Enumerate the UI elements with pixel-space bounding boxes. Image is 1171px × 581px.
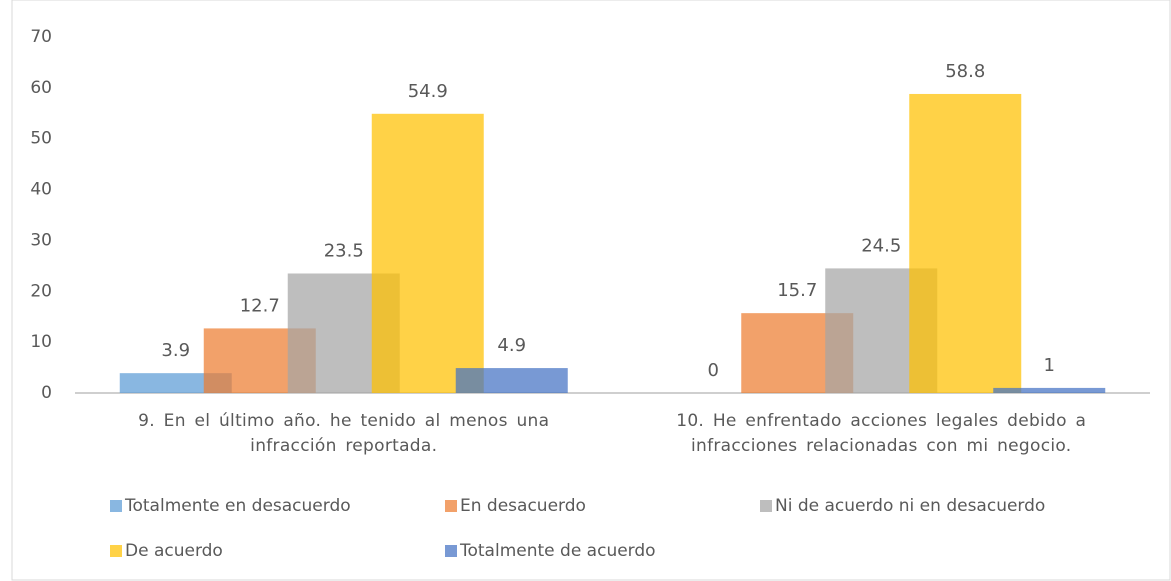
bar — [455, 368, 568, 393]
y-tick-label: 50 — [30, 129, 52, 149]
bar — [993, 387, 1106, 393]
y-tick-label: 10 — [30, 332, 52, 352]
legend-label: De acuerdo — [125, 541, 223, 561]
y-tick-label: 20 — [30, 281, 52, 301]
legend-swatch — [760, 500, 772, 512]
data-label: 0 — [708, 360, 719, 381]
y-tick-label: 0 — [41, 383, 52, 403]
data-label: 15.7 — [777, 280, 817, 301]
bar — [909, 93, 1022, 394]
data-label: 4.9 — [497, 335, 526, 356]
x-tick-label: 10. He enfrentado acciones legales debid… — [676, 411, 1087, 456]
data-label: 23.5 — [324, 240, 364, 261]
y-tick-label: 70 — [30, 27, 52, 47]
data-label: 12.7 — [240, 295, 280, 316]
data-label: 1 — [1044, 355, 1055, 376]
data-label: 58.8 — [945, 61, 985, 82]
legend-label: Ni de acuerdo ni en desacuerdo — [775, 496, 1045, 516]
x-tick-label: 9. En el último año. he tenido al menos … — [138, 411, 550, 456]
y-tick-label: 40 — [30, 180, 52, 200]
legend-label: En desacuerdo — [460, 496, 586, 516]
data-label: 54.9 — [408, 81, 448, 102]
y-tick-label: 60 — [30, 78, 52, 98]
chart-border — [11, 0, 1171, 581]
legend-label: Totalmente en desacuerdo — [124, 496, 351, 516]
legend-swatch — [445, 500, 457, 512]
legend-label: Totalmente de acuerdo — [459, 541, 656, 561]
bar — [371, 113, 484, 394]
y-tick-label: 30 — [30, 230, 52, 250]
legend-swatch — [110, 545, 122, 557]
legend-swatch — [110, 500, 122, 512]
data-label: 3.9 — [161, 340, 190, 361]
data-label: 24.5 — [861, 235, 901, 256]
legend-swatch — [445, 545, 457, 557]
